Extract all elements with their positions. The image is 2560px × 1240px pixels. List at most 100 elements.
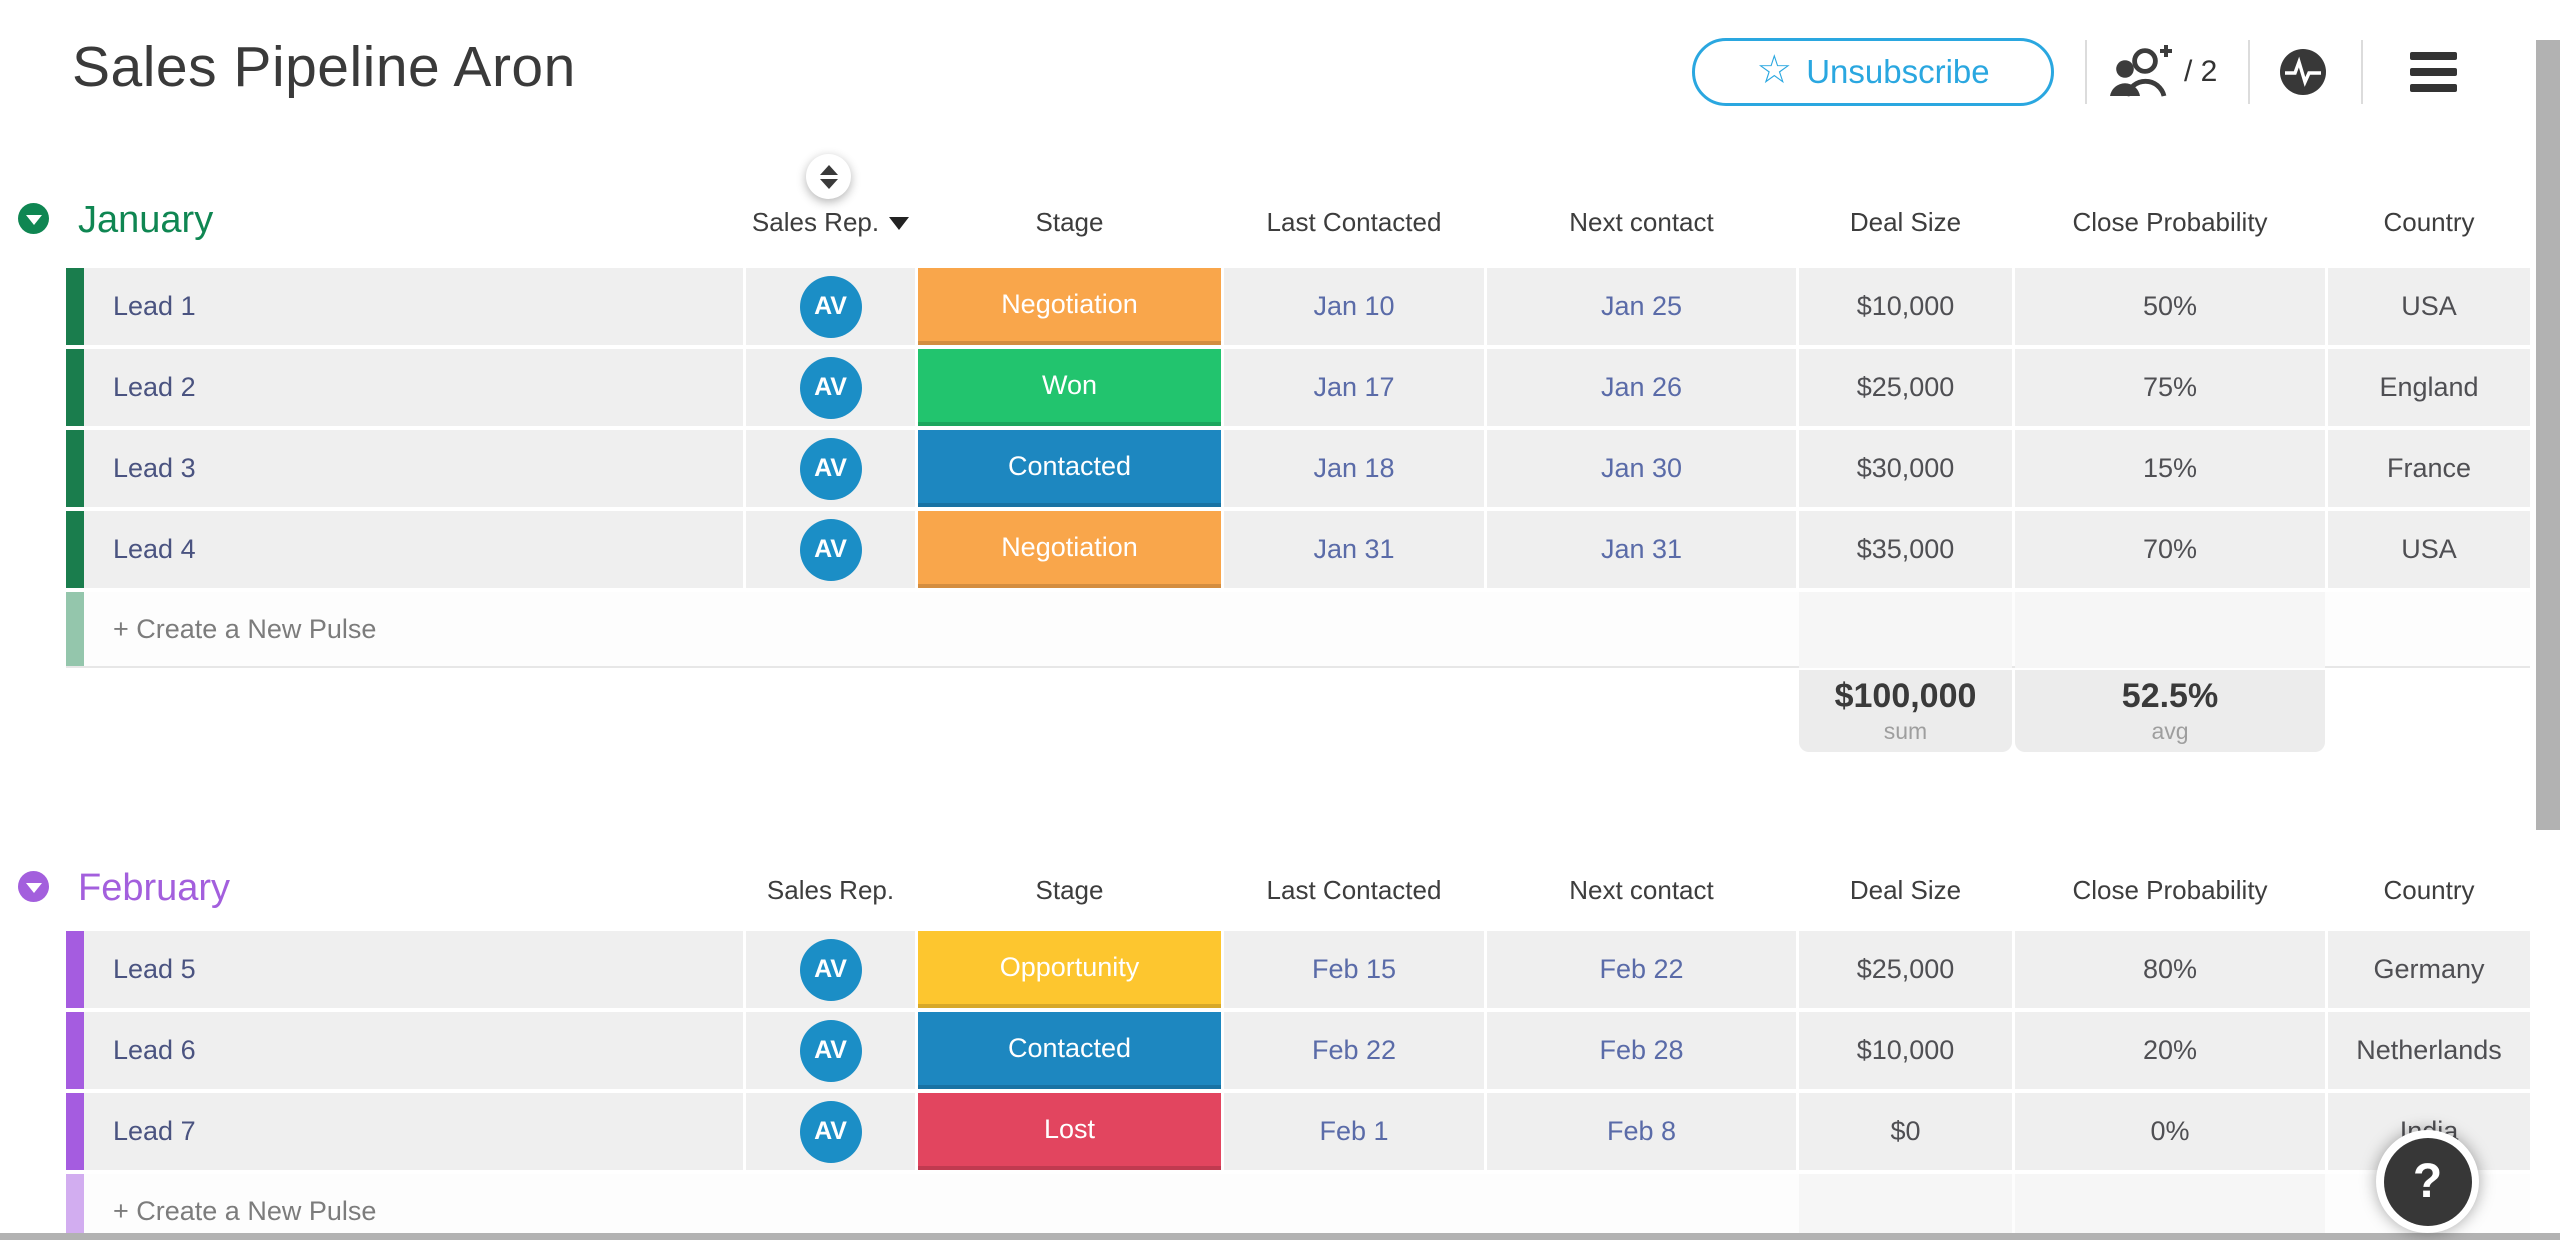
sales-rep-cell[interactable]: AV — [746, 931, 915, 1008]
avatar: AV — [799, 938, 862, 1001]
pulse-icon — [2280, 49, 2326, 95]
column-header-next-contact[interactable]: Next contact — [1569, 206, 1714, 237]
vertical-scrollbar[interactable] — [2536, 40, 2560, 830]
last-contacted-cell[interactable]: Feb 15 — [1224, 931, 1484, 1008]
country-cell[interactable]: Germany — [2328, 931, 2530, 1008]
lead-name-cell[interactable]: Lead 5 — [66, 931, 743, 1008]
country-cell[interactable]: France — [2328, 430, 2530, 507]
lead-name-cell[interactable]: Lead 6 — [66, 1012, 743, 1089]
close-probability-cell[interactable]: 50% — [2015, 268, 2325, 345]
group-collapse-button[interactable] — [18, 871, 49, 902]
next-contact-cell[interactable]: Feb 28 — [1487, 1012, 1796, 1089]
sales-rep-cell[interactable]: AV — [746, 430, 915, 507]
invite-members-button[interactable]: / 2 — [2108, 40, 2238, 104]
sales-rep-cell[interactable]: AV — [746, 511, 915, 588]
deal-size-cell[interactable]: $25,000 — [1799, 931, 2012, 1008]
unsubscribe-button[interactable]: ☆ Unsubscribe — [1692, 38, 2054, 106]
stage-cell[interactable]: Negotiation — [918, 511, 1221, 588]
help-button[interactable]: ? — [2376, 1130, 2479, 1233]
next-contact-cell[interactable]: Jan 30 — [1487, 430, 1796, 507]
next-contact-cell[interactable]: Feb 8 — [1487, 1093, 1796, 1170]
column-header-sales-rep[interactable]: Sales Rep. — [746, 196, 915, 248]
column-header-country[interactable]: Country — [2383, 874, 2475, 905]
column-header-last-contacted[interactable]: Last Contacted — [1266, 206, 1442, 237]
lead-name-cell[interactable]: Lead 1 — [66, 268, 743, 345]
close-probability-cell[interactable]: 15% — [2015, 430, 2325, 507]
column-header-close-probability[interactable]: Close Probability — [2072, 206, 2268, 237]
column-header-last-contacted[interactable]: Last Contacted — [1266, 874, 1442, 905]
deal-size-cell[interactable]: $35,000 — [1799, 511, 2012, 588]
avg-label: avg — [2151, 718, 2189, 744]
country-cell[interactable]: USA — [2328, 511, 2530, 588]
create-pulse-label: + Create a New Pulse — [113, 613, 377, 644]
group-color-bar — [66, 1012, 84, 1089]
column-header-deal-size[interactable]: Deal Size — [1849, 206, 1962, 237]
star-icon: ☆ — [1756, 48, 1793, 92]
summary-column-highlight — [1799, 1174, 2012, 1240]
last-contacted-cell[interactable]: Jan 18 — [1224, 430, 1484, 507]
column-header-stage[interactable]: Stage — [1035, 874, 1104, 905]
stage-cell[interactable]: Lost — [918, 1093, 1221, 1170]
last-contacted-cell[interactable]: Jan 17 — [1224, 349, 1484, 426]
activity-log-button[interactable] — [2280, 49, 2326, 95]
close-probability-cell[interactable]: 75% — [2015, 349, 2325, 426]
close-probability-cell[interactable]: 80% — [2015, 931, 2325, 1008]
lead-name: Lead 6 — [113, 1035, 196, 1065]
column-header-sales-rep[interactable]: Sales Rep. — [766, 874, 895, 905]
group-color-bar — [66, 592, 84, 666]
last-contacted-cell[interactable]: Jan 10 — [1224, 268, 1484, 345]
avatar: AV — [799, 356, 862, 419]
sort-button[interactable] — [806, 154, 851, 199]
avatar: AV — [799, 437, 862, 500]
summary-avg-cell[interactable]: 52.5% avg — [2015, 670, 2325, 752]
horizontal-scrollbar[interactable] — [0, 1233, 2560, 1240]
deal-size-cell[interactable]: $10,000 — [1799, 268, 2012, 345]
group-collapse-button[interactable] — [18, 203, 49, 234]
next-contact-cell[interactable]: Jan 25 — [1487, 268, 1796, 345]
lead-name-cell[interactable]: Lead 4 — [66, 511, 743, 588]
summary-sum-cell[interactable]: $100,000 sum — [1799, 670, 2012, 752]
country-cell[interactable]: USA — [2328, 268, 2530, 345]
table-row: Lead 3 AV Contacted Jan 18 Jan 30 $30,00… — [66, 430, 2530, 507]
sales-rep-cell[interactable]: AV — [746, 1012, 915, 1089]
column-header-next-contact[interactable]: Next contact — [1569, 874, 1714, 905]
country-cell[interactable]: Netherlands — [2328, 1012, 2530, 1089]
deal-size-cell[interactable]: $0 — [1799, 1093, 2012, 1170]
deal-size-cell[interactable]: $30,000 — [1799, 430, 2012, 507]
create-pulse-label: + Create a New Pulse — [113, 1195, 377, 1226]
next-contact-cell[interactable]: Jan 31 — [1487, 511, 1796, 588]
lead-name: Lead 4 — [113, 534, 196, 564]
stage-cell[interactable]: Won — [918, 349, 1221, 426]
column-header-country[interactable]: Country — [2383, 206, 2475, 237]
lead-name: Lead 1 — [113, 291, 196, 321]
hamburger-menu-icon[interactable] — [2410, 52, 2457, 92]
stage-cell[interactable]: Contacted — [918, 1012, 1221, 1089]
group-title[interactable]: February — [78, 867, 231, 909]
last-contacted-cell[interactable]: Feb 22 — [1224, 1012, 1484, 1089]
deal-size-cell[interactable]: $25,000 — [1799, 349, 2012, 426]
deal-size-cell[interactable]: $10,000 — [1799, 1012, 2012, 1089]
stage-cell[interactable]: Contacted — [918, 430, 1221, 507]
group-title[interactable]: January — [78, 199, 214, 241]
column-header-close-probability[interactable]: Close Probability — [2072, 874, 2268, 905]
board-title[interactable]: Sales Pipeline Aron — [72, 35, 576, 99]
close-probability-cell[interactable]: 70% — [2015, 511, 2325, 588]
stage-cell[interactable]: Opportunity — [918, 931, 1221, 1008]
sort-down-icon — [819, 178, 838, 189]
last-contacted-cell[interactable]: Feb 1 — [1224, 1093, 1484, 1170]
lead-name-cell[interactable]: Lead 2 — [66, 349, 743, 426]
lead-name-cell[interactable]: Lead 3 — [66, 430, 743, 507]
close-probability-cell[interactable]: 20% — [2015, 1012, 2325, 1089]
column-header-deal-size[interactable]: Deal Size — [1849, 874, 1962, 905]
sales-rep-cell[interactable]: AV — [746, 1093, 915, 1170]
stage-cell[interactable]: Negotiation — [918, 268, 1221, 345]
close-probability-cell[interactable]: 0% — [2015, 1093, 2325, 1170]
next-contact-cell[interactable]: Feb 22 — [1487, 931, 1796, 1008]
last-contacted-cell[interactable]: Jan 31 — [1224, 511, 1484, 588]
lead-name-cell[interactable]: Lead 7 — [66, 1093, 743, 1170]
sales-rep-cell[interactable]: AV — [746, 268, 915, 345]
next-contact-cell[interactable]: Jan 26 — [1487, 349, 1796, 426]
country-cell[interactable]: England — [2328, 349, 2530, 426]
column-header-stage[interactable]: Stage — [1035, 206, 1104, 237]
sales-rep-cell[interactable]: AV — [746, 349, 915, 426]
